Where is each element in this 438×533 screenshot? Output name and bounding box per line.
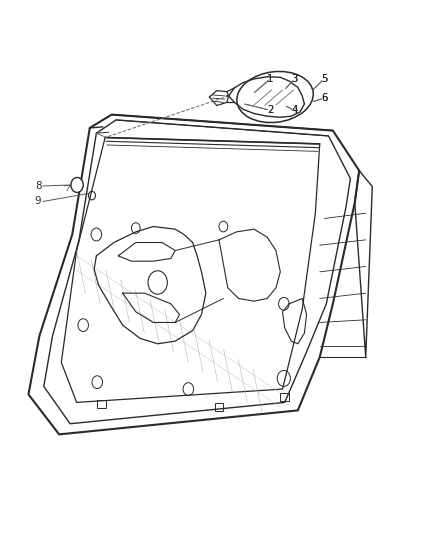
Text: 3: 3 bbox=[291, 74, 297, 84]
Text: 6: 6 bbox=[321, 93, 328, 103]
Text: 1: 1 bbox=[267, 74, 274, 84]
Text: 9: 9 bbox=[35, 197, 42, 206]
Text: 2: 2 bbox=[267, 106, 274, 115]
Text: 1: 1 bbox=[267, 74, 273, 84]
Text: 5: 5 bbox=[321, 74, 328, 84]
Text: 5: 5 bbox=[321, 74, 327, 84]
Text: 2: 2 bbox=[267, 106, 273, 115]
Text: 4: 4 bbox=[291, 106, 298, 115]
Text: 3: 3 bbox=[291, 74, 298, 84]
Text: 6: 6 bbox=[321, 93, 327, 103]
Circle shape bbox=[71, 177, 83, 192]
Text: 4: 4 bbox=[291, 106, 297, 115]
Text: 8: 8 bbox=[35, 181, 42, 191]
